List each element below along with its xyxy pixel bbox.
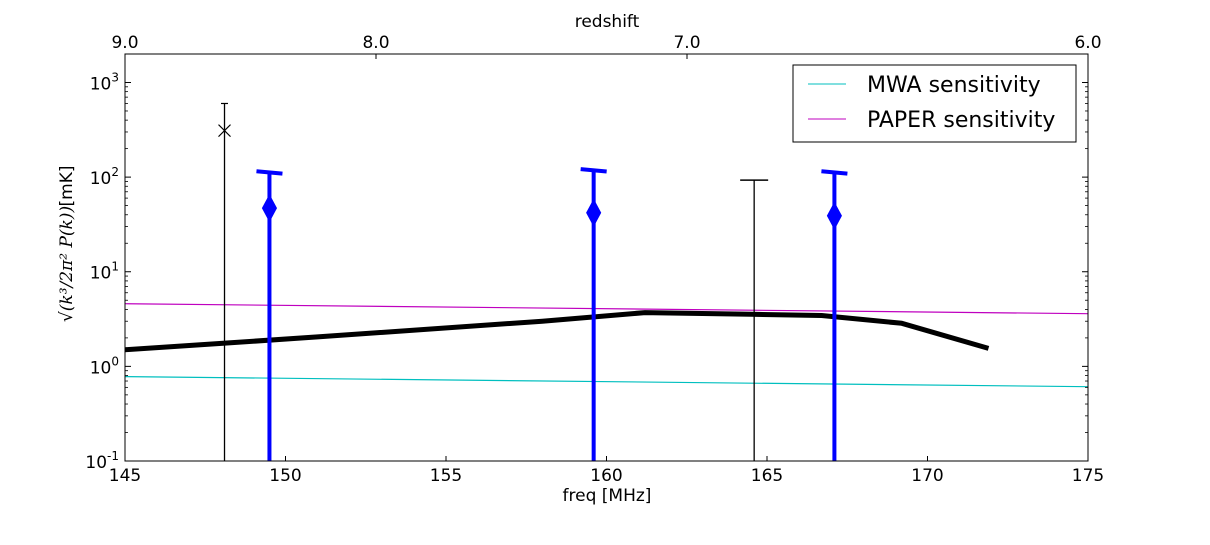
y-tick-label-2: 101: [90, 260, 119, 284]
series-line-1: [125, 303, 1088, 315]
series-line-2: [125, 310, 990, 353]
x-tick-label-1: 150: [269, 466, 301, 486]
x2-tick-label-2: 7.0: [673, 33, 700, 53]
legend-label-paper: PAPER sensitivity: [867, 108, 1055, 133]
legend-label-mwa: MWA sensitivity: [867, 73, 1041, 98]
x-tick-label-0: 145: [109, 466, 141, 486]
x-tick-label-3: 160: [590, 466, 622, 486]
x-tick-label-6: 175: [1072, 466, 1104, 486]
limit-marker-0: [261, 194, 278, 223]
limit-cap-0: [256, 169, 283, 176]
y-axis-label: √(k³/2π² P(k)) [mK]: [57, 166, 77, 323]
legend: MWA sensitivity PAPER sensitivity: [792, 64, 1077, 143]
legend-box: [792, 64, 1077, 143]
limit-marker-2: [826, 201, 842, 230]
limit-cap-2: [821, 169, 848, 176]
limit-cap-1: [580, 167, 607, 174]
limit-marker-1: [586, 198, 602, 227]
x-tick-label-5: 170: [911, 466, 943, 486]
x-axis-label: freq [MHz]: [563, 486, 652, 506]
limit-marker-3: [218, 124, 231, 138]
x-tick-label-2: 155: [430, 466, 462, 486]
x2-tick-label-1: 8.0: [362, 33, 389, 53]
svg-text:[mK]: [mK]: [57, 166, 77, 207]
svg-text:√(k³/2π² P(k)): √(k³/2π² P(k)): [57, 206, 77, 322]
y-tick-label-0: 10-1: [85, 449, 119, 473]
limit-marker-stroke-b-3: [218, 124, 231, 138]
y-tick-label-4: 103: [90, 70, 119, 94]
series-line-0: [125, 376, 1088, 388]
x2-tick-label-3: 6.0: [1074, 33, 1101, 53]
x-tick-label-4: 165: [751, 466, 783, 486]
x2-tick-label-0: 9.0: [111, 33, 138, 53]
y-tick-label-3: 102: [90, 165, 119, 189]
x2-axis-label: redshift: [575, 12, 640, 32]
y-tick-label-1: 100: [90, 354, 119, 378]
